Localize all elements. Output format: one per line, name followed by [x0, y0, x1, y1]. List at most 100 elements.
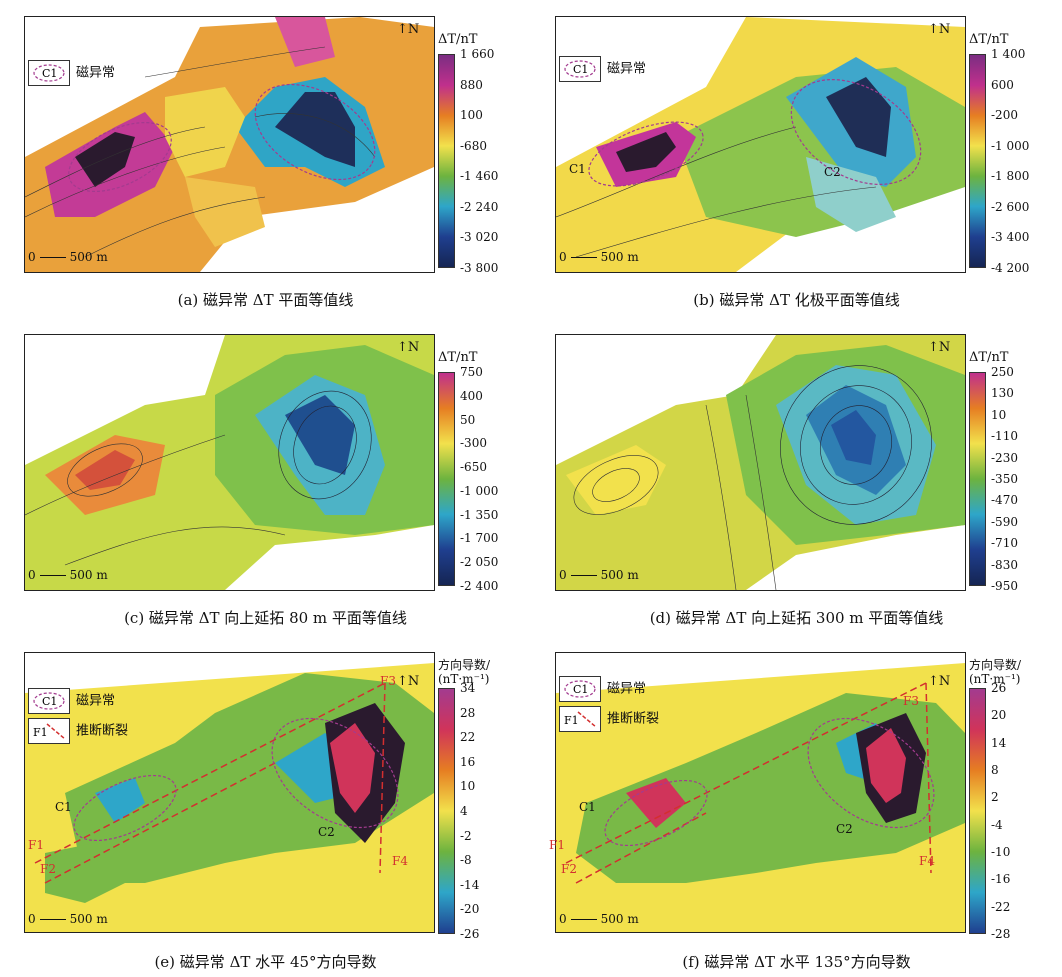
map-plot — [555, 16, 966, 273]
svg-text:F1: F1 — [33, 726, 48, 739]
colorbar-tick-label: 750 — [460, 365, 483, 379]
colorbar-tick-label: -1 700 — [460, 531, 499, 546]
anomaly-symbol-icon: C1 — [33, 64, 65, 82]
panel-b: C1 C2 C1 磁异常 ↑N 0 500 m ΔT/nT (b) 磁异常 ΔT 化… — [531, 0, 1062, 318]
colorbar-tick-label: 1 400 — [991, 47, 1026, 61]
contour-map — [556, 335, 965, 590]
colorbar — [969, 372, 986, 586]
colorbar — [438, 54, 455, 268]
fault-symbol-icon: F1 — [564, 711, 597, 728]
scale-bar: 0 500 m — [28, 912, 108, 926]
colorbar-tick-label: -1 800 — [991, 169, 1030, 184]
svg-text:F1: F1 — [564, 714, 579, 727]
north-arrow: ↑N — [928, 340, 951, 355]
colorbar-tick-label: 250 — [991, 365, 1014, 379]
colorbar-tick-label: -680 — [460, 138, 487, 153]
fault-label-f4: F4 — [919, 854, 935, 868]
colorbar-title: 方向导数/ (nT·m⁻¹) — [438, 658, 490, 686]
colorbar-tick-label: -10 — [991, 845, 1011, 859]
colorbar-title-text: 方向导数/ — [969, 658, 1022, 672]
contour-map — [556, 663, 965, 932]
north-arrow: ↑N — [397, 674, 420, 689]
colorbar-tick-label: 22 — [460, 730, 476, 745]
fault-label-f1: F1 — [28, 838, 44, 852]
panel-caption: (a) 磁异常 ΔT 平面等值线 — [177, 291, 354, 309]
colorbar-unit-text: (nT·m⁻¹) — [969, 672, 1021, 686]
anomaly-legend: C1 磁异常 — [28, 60, 115, 86]
panel-a: C1 磁异常 ↑N 0 500 m ΔT/nT (a) 磁异常 ΔT 平面等值线 1… — [0, 0, 531, 318]
panel-c: ↑N 0 500 m ΔT/nT (c) 磁异常 ΔT 向上延拓 80 m 平面等… — [0, 318, 531, 636]
colorbar-tick-label: -200 — [991, 108, 1018, 123]
colorbar-tick-label: 50 — [460, 412, 476, 427]
svg-text:C1: C1 — [42, 695, 57, 708]
colorbar-tick-label: -1 000 — [991, 138, 1030, 153]
colorbar-tick-label: 16 — [460, 754, 476, 769]
north-arrow: ↑N — [397, 22, 420, 37]
colorbar-tick-label: 600 — [991, 77, 1014, 92]
fault-legend: F1 推断断裂 — [559, 706, 659, 732]
fault-legend: F1 推断断裂 — [28, 718, 128, 744]
north-arrow: ↑N — [928, 22, 951, 37]
anomaly-symbol-icon: C1 — [564, 60, 596, 78]
panel-caption: (c) 磁异常 ΔT 向上延拓 80 m 平面等值线 — [124, 609, 407, 627]
colorbar-tick-label: -1 460 — [460, 169, 499, 184]
colorbar-tick-label: -20 — [460, 902, 480, 917]
panel-f: C1 C2 F1 F2 F3 F4 C1 磁异常 F1 推断断裂 ↑N 0 500 m… — [531, 636, 1062, 977]
svg-text:C1: C1 — [573, 683, 588, 696]
colorbar-unit-text: (nT·m⁻¹) — [438, 672, 490, 686]
colorbar-tick-label: 100 — [460, 108, 483, 123]
anomaly-legend: C1 磁异常 — [28, 688, 115, 714]
anomaly-legend-box: C1 — [559, 676, 601, 702]
fault-symbol-icon: F1 — [33, 723, 66, 740]
anomaly-label-c2: C2 — [318, 825, 335, 839]
map-plot — [24, 334, 435, 591]
anomaly-symbol-icon: C1 — [33, 692, 65, 710]
anomaly-legend-box: C1 — [559, 56, 601, 82]
map-plot — [555, 334, 966, 591]
colorbar-title: ΔT/nT — [969, 32, 1009, 47]
fault-label-f1: F1 — [549, 838, 565, 852]
colorbar-tick-label: -1 350 — [460, 507, 499, 522]
colorbar-tick-label: -4 200 — [991, 261, 1030, 275]
colorbar-tick-label: 26 — [991, 681, 1007, 695]
north-arrow: ↑N — [397, 340, 420, 355]
anomaly-label-c1: C1 — [569, 162, 586, 176]
anomaly-legend-label: 磁异常 — [76, 693, 116, 709]
colorbar-title: ΔT/nT — [438, 32, 478, 47]
colorbar-tick-label: -26 — [460, 927, 480, 941]
fault-legend-label: 推断断裂 — [607, 711, 660, 727]
fault-label-f3: F3 — [380, 674, 396, 688]
colorbar-tick-label: -3 020 — [460, 230, 499, 245]
anomaly-legend-box: C1 — [28, 688, 70, 714]
colorbar-tick-label: 20 — [991, 708, 1007, 723]
panel-e: C1 C2 F1 F2 F3 F4 C1 磁异常 F1 推断断裂 ↑N 0 500 m… — [0, 636, 531, 977]
colorbar-tick-label: 400 — [460, 388, 483, 403]
colorbar-tick-label: -2 600 — [991, 199, 1030, 214]
colorbar-tick-label: 28 — [460, 705, 476, 720]
fault-legend-box: F1 — [28, 718, 70, 744]
contour-map — [25, 663, 434, 932]
colorbar-tick-label: -300 — [460, 436, 487, 451]
scale-bar: 0 500 m — [559, 568, 639, 582]
colorbar-tick-label: -110 — [991, 429, 1018, 444]
colorbar-tick-label: -350 — [991, 472, 1018, 486]
fault-label-f4: F4 — [392, 854, 408, 868]
colorbar-tick-label: 10 — [460, 779, 476, 794]
fault-legend-box: F1 — [559, 706, 601, 732]
anomaly-legend-label: 磁异常 — [607, 61, 647, 77]
colorbar-tick-label: 880 — [460, 77, 483, 92]
colorbar-tick-label: 8 — [991, 763, 999, 777]
colorbar — [438, 688, 455, 934]
colorbar-tick-label: -590 — [991, 514, 1018, 529]
map-plot — [555, 652, 966, 933]
colorbar-tick-label: -2 — [460, 828, 472, 843]
colorbar-title: 方向导数/ (nT·m⁻¹) — [969, 658, 1021, 686]
anomaly-label-c2: C2 — [824, 165, 841, 179]
colorbar-tick-label: 2 — [991, 790, 999, 805]
colorbar-tick-label: -14 — [460, 877, 480, 892]
map-plot — [24, 16, 435, 273]
anomaly-legend-label: 磁异常 — [76, 65, 116, 81]
colorbar-tick-label: -3 800 — [460, 261, 499, 275]
colorbar-title: ΔT/nT — [969, 350, 1009, 365]
colorbar-tick-label: -22 — [991, 899, 1011, 914]
